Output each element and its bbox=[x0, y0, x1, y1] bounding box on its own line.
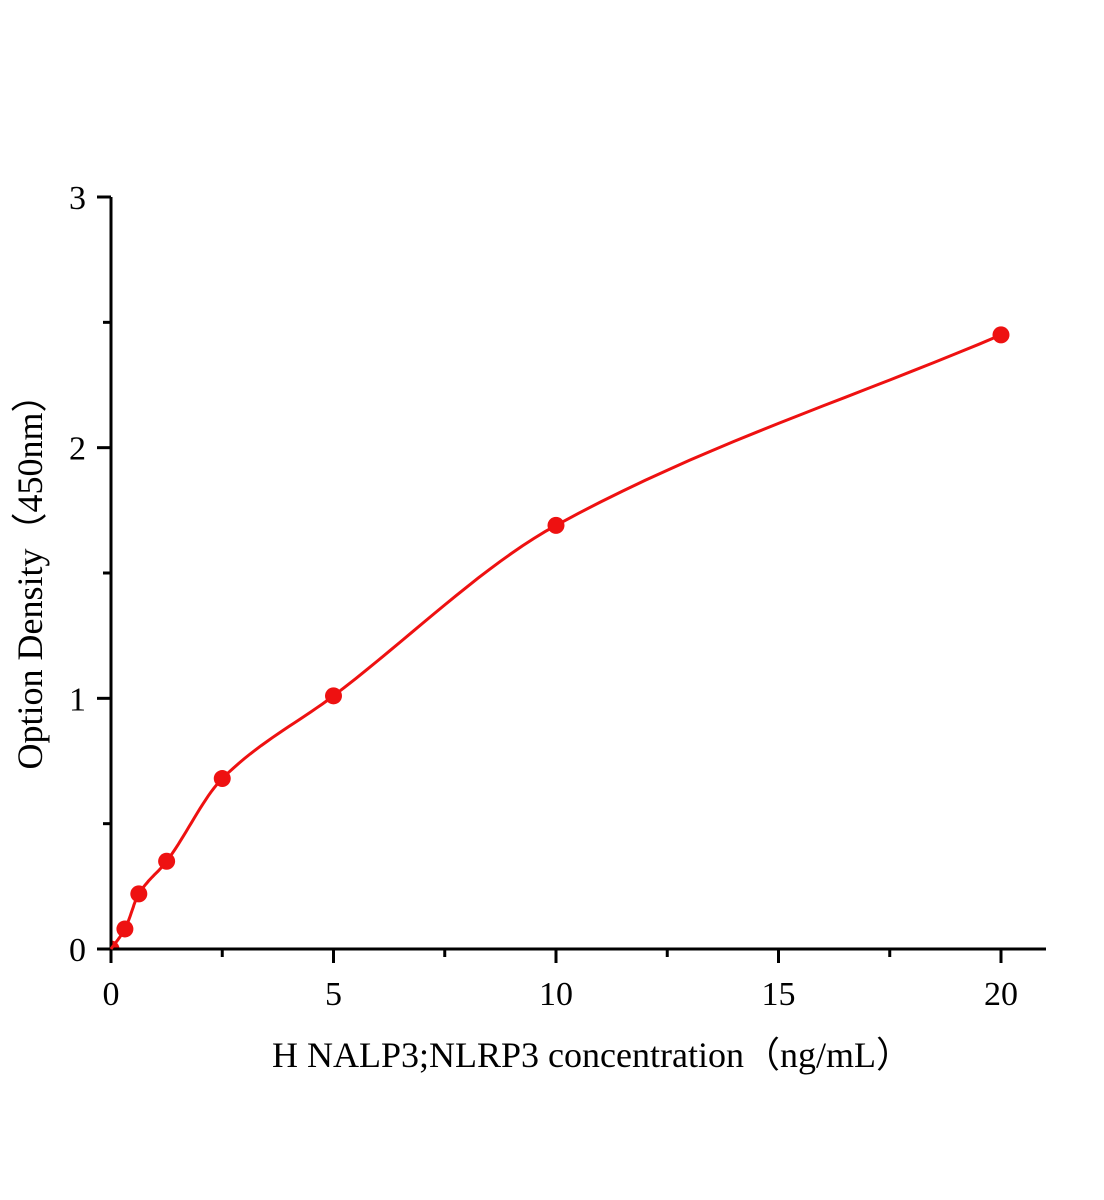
data-point bbox=[992, 326, 1010, 344]
y-axis-label: Option Density（450nm） bbox=[10, 377, 50, 770]
y-tick-label: 3 bbox=[69, 180, 86, 217]
y-tick-label: 2 bbox=[69, 431, 86, 468]
fit-curve bbox=[109, 333, 1002, 950]
axes bbox=[109, 197, 1046, 951]
data-point bbox=[325, 687, 342, 705]
y-tick-label: 1 bbox=[69, 681, 86, 718]
data-point bbox=[158, 852, 176, 870]
x-tick-label: 10 bbox=[539, 976, 573, 1013]
data-point bbox=[116, 920, 134, 938]
x-tick-label: 15 bbox=[762, 976, 796, 1013]
x-tick-label: 20 bbox=[984, 976, 1018, 1013]
data-point bbox=[213, 770, 231, 788]
data-point bbox=[547, 516, 565, 534]
data-point bbox=[112, 940, 120, 948]
data-point bbox=[130, 885, 148, 903]
y-tick-label: 0 bbox=[69, 932, 86, 969]
x-tick-label: 5 bbox=[325, 976, 342, 1013]
x-tick-label: 0 bbox=[103, 976, 120, 1013]
x-axis-label: H NALP3;NLRP3 concentration（ng/mL） bbox=[272, 1035, 912, 1075]
